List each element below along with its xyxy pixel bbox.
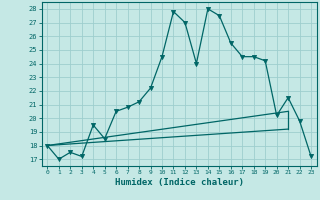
X-axis label: Humidex (Indice chaleur): Humidex (Indice chaleur) (115, 178, 244, 187)
